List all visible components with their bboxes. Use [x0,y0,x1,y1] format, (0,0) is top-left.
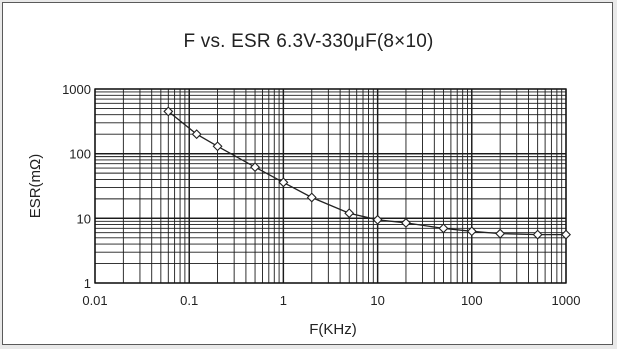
data-point-marker [213,142,221,150]
y-tick-label: 100 [69,147,91,162]
x-tick-label: 0.01 [82,293,107,308]
x-tick-label: 100 [461,293,483,308]
data-point-marker [439,224,447,232]
data-point-marker [402,219,410,227]
data-point-marker [496,229,504,237]
x-tick-label: 10 [370,293,384,308]
data-point-marker [251,163,259,171]
plot-border [95,89,566,283]
chart-grid [95,89,566,283]
y-tick-label: 1000 [62,82,91,97]
data-point-marker [373,216,381,224]
y-tick-label: 10 [77,211,91,226]
chart-axes [95,89,566,283]
y-tick-label: 1 [84,276,91,291]
x-tick-label: 1 [280,293,287,308]
y-axis-label: ESR(mΩ) [27,154,44,219]
data-point-marker [345,209,353,217]
data-point-marker [308,193,316,201]
x-axis-label: F(KHz) [309,321,357,338]
x-tick-label: 0.1 [180,293,198,308]
x-tick-label: 1000 [552,293,581,308]
